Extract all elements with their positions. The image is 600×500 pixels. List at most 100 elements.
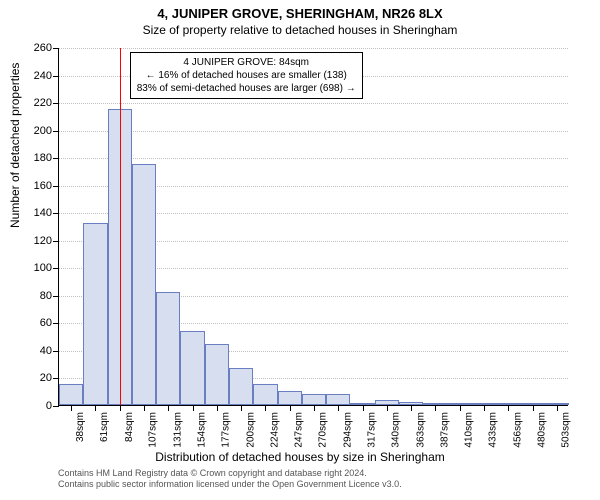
x-tick-label: 177sqm — [221, 412, 232, 448]
chart-title: 4, JUNIPER GROVE, SHERINGHAM, NR26 8LX — [0, 0, 600, 21]
x-tick-label: 224sqm — [269, 412, 280, 448]
x-tick-label: 433sqm — [488, 412, 499, 448]
x-axis-title: Distribution of detached houses by size … — [0, 450, 600, 464]
x-tick-label: 503sqm — [561, 412, 572, 448]
highlight-line — [120, 48, 121, 405]
annotation-line: 83% of semi-detached houses are larger (… — [137, 82, 356, 95]
y-tick-label: 140 — [18, 207, 52, 219]
x-tick — [95, 405, 96, 411]
y-tick — [53, 76, 59, 77]
y-tick-label: 100 — [18, 262, 52, 274]
x-tick-label: 480sqm — [537, 412, 548, 448]
x-tick — [120, 405, 121, 411]
y-tick-label: 80 — [18, 290, 52, 302]
y-tick-label: 120 — [18, 235, 52, 247]
bar — [278, 391, 302, 405]
chart-container: 4, JUNIPER GROVE, SHERINGHAM, NR26 8LX S… — [0, 0, 600, 500]
y-tick-label: 260 — [18, 42, 52, 54]
x-tick-label: 340sqm — [391, 412, 402, 448]
x-tick-label: 38sqm — [75, 412, 86, 442]
y-tick — [53, 296, 59, 297]
x-tick — [168, 405, 169, 411]
x-tick — [217, 405, 218, 411]
bar — [326, 394, 350, 405]
bar — [302, 394, 326, 405]
bar — [205, 344, 229, 405]
x-tick — [241, 405, 242, 411]
plot-region: 02040608010012014016018020022024026038sq… — [58, 48, 568, 406]
x-tick-label: 61sqm — [99, 412, 110, 442]
x-tick-label: 154sqm — [197, 412, 208, 448]
x-tick-label: 131sqm — [172, 412, 183, 448]
x-tick — [484, 405, 485, 411]
x-tick — [435, 405, 436, 411]
x-tick — [387, 405, 388, 411]
y-tick — [53, 48, 59, 49]
x-tick — [193, 405, 194, 411]
bar — [180, 331, 204, 405]
x-tick-label: 200sqm — [245, 412, 256, 448]
x-tick-label: 410sqm — [464, 412, 475, 448]
y-tick-label: 20 — [18, 372, 52, 384]
x-tick-label: 387sqm — [439, 412, 450, 448]
annotation-box: 4 JUNIPER GROVE: 84sqm← 16% of detached … — [130, 52, 363, 99]
footer-line-2: Contains public sector information licen… — [58, 479, 402, 490]
y-tick-label: 240 — [18, 70, 52, 82]
y-tick-label: 0 — [18, 400, 52, 412]
annotation-line: ← 16% of detached houses are smaller (13… — [137, 69, 356, 82]
x-tick-label: 107sqm — [148, 412, 159, 448]
grid-line — [59, 48, 568, 49]
x-tick-label: 270sqm — [318, 412, 329, 448]
y-tick — [53, 323, 59, 324]
y-tick — [53, 131, 59, 132]
chart-area: 02040608010012014016018020022024026038sq… — [58, 48, 568, 406]
y-tick — [53, 241, 59, 242]
annotation-line: 4 JUNIPER GROVE: 84sqm — [137, 56, 356, 69]
y-tick — [53, 186, 59, 187]
y-tick-label: 220 — [18, 97, 52, 109]
x-tick — [71, 405, 72, 411]
grid-line — [59, 103, 568, 104]
y-tick-label: 60 — [18, 317, 52, 329]
footer-line-1: Contains HM Land Registry data © Crown c… — [58, 468, 402, 479]
y-tick-label: 200 — [18, 125, 52, 137]
chart-subtitle: Size of property relative to detached ho… — [0, 21, 600, 37]
x-tick — [460, 405, 461, 411]
x-tick — [265, 405, 266, 411]
y-tick-label: 40 — [18, 345, 52, 357]
x-tick — [411, 405, 412, 411]
y-tick — [53, 406, 59, 407]
x-tick — [314, 405, 315, 411]
y-axis-title: Number of detached properties — [8, 63, 22, 228]
y-tick — [53, 378, 59, 379]
x-tick-label: 317sqm — [367, 412, 378, 448]
bar — [156, 292, 180, 405]
footer-text: Contains HM Land Registry data © Crown c… — [58, 468, 402, 490]
y-tick-label: 160 — [18, 180, 52, 192]
x-tick-label: 456sqm — [512, 412, 523, 448]
x-tick — [557, 405, 558, 411]
x-tick — [144, 405, 145, 411]
bar — [132, 164, 156, 405]
x-tick — [363, 405, 364, 411]
bar — [59, 384, 83, 405]
x-tick — [290, 405, 291, 411]
bar — [229, 368, 253, 405]
y-tick — [53, 103, 59, 104]
y-tick — [53, 268, 59, 269]
y-tick — [53, 351, 59, 352]
x-tick-label: 294sqm — [342, 412, 353, 448]
x-tick-label: 247sqm — [294, 412, 305, 448]
x-tick — [338, 405, 339, 411]
grid-line — [59, 131, 568, 132]
x-tick-label: 363sqm — [415, 412, 426, 448]
x-tick — [533, 405, 534, 411]
x-tick — [508, 405, 509, 411]
y-tick — [53, 158, 59, 159]
grid-line — [59, 158, 568, 159]
y-tick — [53, 213, 59, 214]
bar — [83, 223, 107, 405]
bar — [253, 384, 277, 405]
y-tick-label: 180 — [18, 152, 52, 164]
x-tick-label: 84sqm — [124, 412, 135, 442]
